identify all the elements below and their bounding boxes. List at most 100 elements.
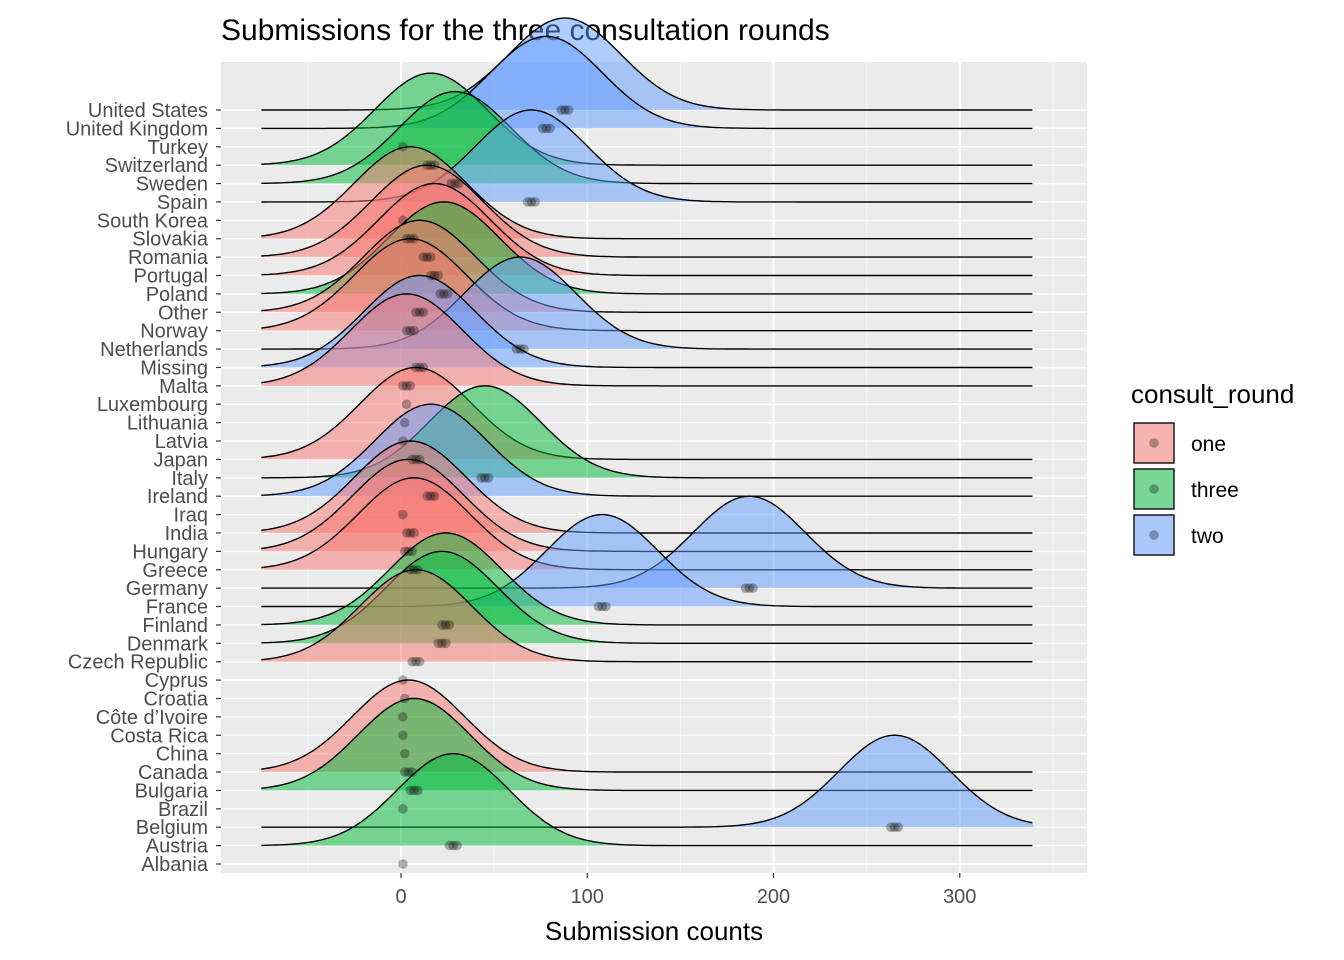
point-switzerland xyxy=(426,160,436,170)
point-netherlands xyxy=(519,344,529,354)
point-belgium xyxy=(889,822,900,833)
point-hungary xyxy=(407,546,417,557)
point-belgium xyxy=(886,822,896,833)
ridges-layer xyxy=(261,17,1035,847)
legend-label-one: one xyxy=(1191,433,1226,456)
point-hungary xyxy=(403,546,414,557)
point-united-states xyxy=(556,105,566,115)
point-luxembourg xyxy=(401,399,412,410)
point-romania xyxy=(426,252,436,262)
ridge-line-missing xyxy=(261,274,1033,369)
point-norway xyxy=(409,325,419,336)
point-portugal xyxy=(429,270,440,281)
point-italy xyxy=(483,473,494,483)
point-norway xyxy=(405,325,416,336)
y-tick-label-japan: Japan xyxy=(154,449,209,471)
point-missing xyxy=(414,362,425,373)
legend-point xyxy=(1149,530,1159,540)
x-tick-label: 100 xyxy=(571,886,604,908)
point-france xyxy=(597,601,607,612)
y-tick-label-slovakia: Slovakia xyxy=(132,229,208,251)
y-tick-label-sweden: Sweden xyxy=(136,174,208,196)
y-tick-label-norway: Norway xyxy=(140,321,208,343)
point-slovakia xyxy=(409,233,419,244)
y-tick-label-costa-rica: Costa Rica xyxy=(110,725,209,747)
ridge-line-romania xyxy=(261,164,1033,258)
ridge-line-austria xyxy=(261,753,1033,847)
point-austria xyxy=(444,840,455,851)
point-canada xyxy=(399,767,410,777)
point-costa-rica xyxy=(398,730,408,741)
y-tick-label-united-kingdom: United Kingdom xyxy=(66,118,208,140)
point-india xyxy=(409,528,419,538)
ridge-area-czech-republic xyxy=(261,569,1035,662)
point-sweden xyxy=(453,178,464,189)
point-austria xyxy=(448,840,458,851)
y-tick-label-luxembourg: Luxembourg xyxy=(97,394,208,416)
point-bulgaria xyxy=(405,785,416,796)
legend-label-three: three xyxy=(1191,479,1239,502)
ridge-line-switzerland xyxy=(261,72,1033,166)
point-france xyxy=(593,601,604,612)
point-latvia xyxy=(398,436,408,446)
point-netherlands xyxy=(515,344,525,354)
point-hungary xyxy=(399,546,410,557)
y-tick-label-canada: Canada xyxy=(138,762,209,784)
point-belgium xyxy=(893,822,904,833)
ridge-area-france xyxy=(261,514,1035,607)
legend-point xyxy=(1149,484,1159,494)
point-slovakia xyxy=(401,233,412,244)
y-tick-label-poland: Poland xyxy=(146,284,208,306)
y-tick-label-latvia: Latvia xyxy=(155,431,209,453)
point-france xyxy=(601,601,611,612)
y-tick-label-hungary: Hungary xyxy=(132,541,208,563)
point-portugal xyxy=(426,270,436,281)
ridge-line-malta xyxy=(261,293,1033,387)
y-tick-label-malta: Malta xyxy=(159,376,209,398)
y-tick-label-netherlands: Netherlands xyxy=(100,339,208,361)
point-poland xyxy=(439,289,449,299)
point-ireland xyxy=(426,491,436,501)
y-tick-label-south-korea: South Korea xyxy=(97,210,209,232)
ridge-line-ireland xyxy=(261,403,1033,497)
y-tick-label-china: China xyxy=(156,744,209,766)
point-germany xyxy=(740,583,751,593)
point-other xyxy=(411,307,421,318)
point-austria xyxy=(452,840,462,851)
y-tick-label-italy: Italy xyxy=(171,468,208,490)
ridge-area-sweden xyxy=(261,91,1035,184)
point-switzerland xyxy=(422,160,432,170)
point-czech-republic xyxy=(414,656,425,667)
point-other xyxy=(418,307,429,318)
ridge-area-germany xyxy=(261,496,1035,589)
ridge-line-india xyxy=(261,440,1033,534)
point-ireland xyxy=(429,491,440,501)
y-tick-label-brazil: Brazil xyxy=(158,799,208,821)
y-tick-label-belgium: Belgium xyxy=(136,817,208,839)
y-tick-label-portugal: Portugal xyxy=(134,266,209,288)
point-sweden xyxy=(450,178,460,189)
legend: consult_round one three two xyxy=(1131,379,1294,556)
y-tick-label-missing: Missing xyxy=(140,357,208,379)
point-netherlands xyxy=(511,344,522,354)
y-tick-label-denmark: Denmark xyxy=(127,633,209,655)
point-denmark xyxy=(440,638,451,649)
point-malta xyxy=(405,381,416,391)
ridge-line-other xyxy=(261,219,1033,313)
point-south-korea xyxy=(398,215,408,226)
y-tick-label-austria: Austria xyxy=(146,836,209,858)
legend-title: consult_round xyxy=(1131,379,1294,409)
point-norway xyxy=(401,325,412,336)
ridge-area-united-states xyxy=(261,18,1035,111)
point-poland xyxy=(442,289,453,299)
y-tick-label-czech-republic: Czech Republic xyxy=(68,652,208,674)
point-brazil xyxy=(398,804,408,814)
ridge-area-austria xyxy=(261,753,1035,846)
point-united-kingdom xyxy=(537,123,548,134)
point-spain xyxy=(526,197,537,207)
y-tick-label-cyprus: Cyprus xyxy=(145,670,208,692)
point-czech-republic xyxy=(411,656,421,667)
y-tick-label-spain: Spain xyxy=(157,192,208,214)
point-finland xyxy=(437,620,447,630)
